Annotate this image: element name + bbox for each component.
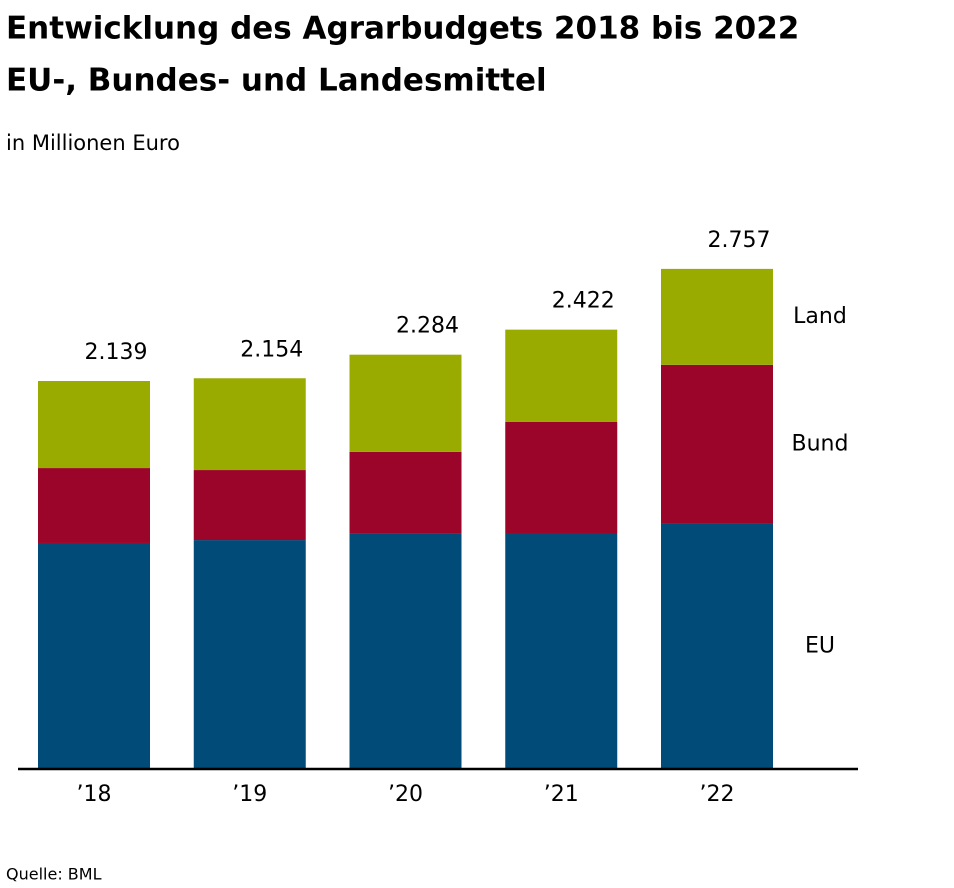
bar-segment (661, 523, 773, 769)
total-label: 2.154 (240, 337, 303, 362)
legend-label: Land (793, 304, 847, 329)
legend-label: Bund (792, 431, 849, 456)
total-label: 2.757 (708, 228, 771, 253)
bar-segment (38, 542, 150, 769)
bar-segment (193, 378, 306, 471)
source: Quelle: BML (6, 865, 102, 884)
legend-label: EU (805, 633, 835, 658)
x-tick-label: ’18 (77, 782, 112, 807)
x-tick-label: ’21 (544, 782, 579, 807)
bar-segment (193, 470, 306, 541)
bar-segment (193, 540, 306, 769)
chart-title: Entwicklung des Agrarbudgets 2018 bis 20… (6, 11, 799, 47)
x-tick-label: ’22 (700, 782, 735, 807)
bar-segment (349, 451, 462, 534)
chart-subtitle: EU-, Bundes- und Landesmittel (6, 63, 547, 99)
total-label: 2.422 (552, 289, 615, 314)
x-tick-label: ’20 (388, 782, 423, 807)
bar-segment (38, 380, 150, 469)
bar-segment (38, 468, 150, 543)
total-label: 2.284 (396, 314, 459, 339)
bar-segment (661, 364, 773, 524)
bar-segment (661, 268, 773, 365)
bar-segment (505, 329, 618, 422)
bar-segment (505, 532, 618, 769)
unit-label: in Millionen Euro (6, 131, 180, 155)
bar-segment (349, 533, 462, 769)
bar-segment (349, 354, 462, 452)
total-label: 2.139 (85, 340, 148, 365)
x-tick-label: ’19 (232, 782, 267, 807)
bar-segment (505, 421, 618, 533)
